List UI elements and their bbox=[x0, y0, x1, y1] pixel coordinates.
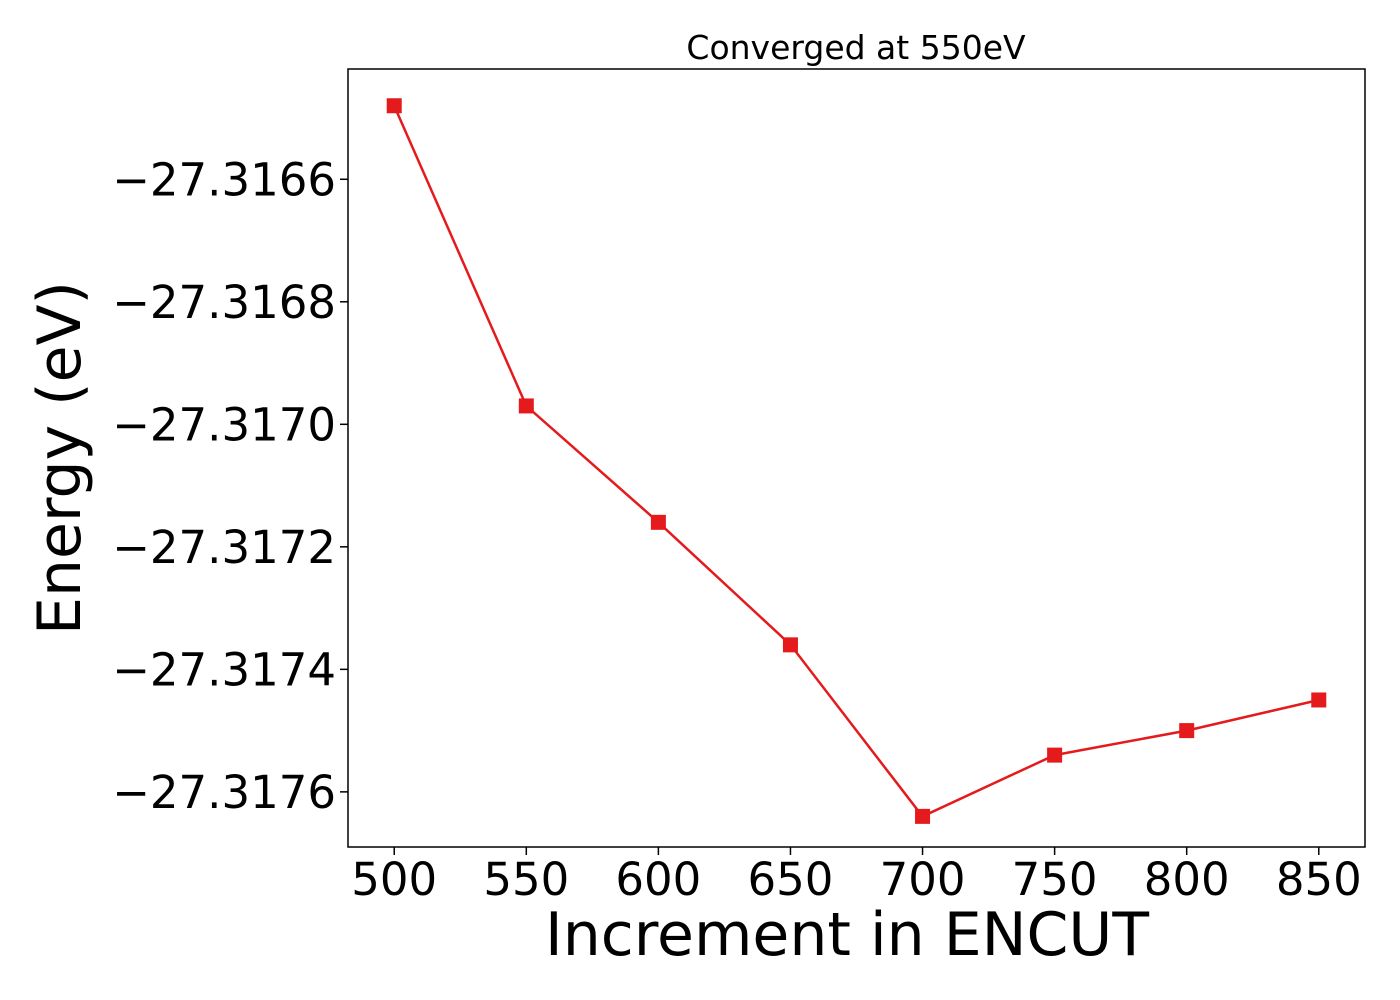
x-tick-label: 500 bbox=[351, 853, 437, 906]
x-axis-label: Increment in ENCUT bbox=[545, 900, 1149, 970]
data-point-marker bbox=[386, 98, 402, 114]
x-tick-label: 550 bbox=[483, 853, 569, 906]
y-tick-label: −27.3168 bbox=[112, 276, 336, 329]
series-line bbox=[393, 105, 1320, 818]
x-tick-label: 850 bbox=[1276, 853, 1362, 906]
x-tick-label: 800 bbox=[1144, 853, 1230, 906]
data-point-marker bbox=[518, 398, 534, 414]
x-tick-label: 600 bbox=[615, 853, 701, 906]
plot-area-frame bbox=[347, 68, 1366, 848]
y-tick-label: −27.3174 bbox=[112, 643, 336, 696]
y-tick-label: −27.3170 bbox=[112, 398, 336, 451]
data-point-marker bbox=[782, 637, 798, 653]
data-point-marker bbox=[650, 514, 666, 530]
data-point-marker bbox=[1179, 723, 1195, 739]
series-energy bbox=[386, 98, 1327, 824]
data-point-marker bbox=[915, 808, 931, 824]
chart-title: Converged at 550eV bbox=[686, 28, 1026, 67]
data-point-marker bbox=[1311, 692, 1327, 708]
y-tick-label: −27.3172 bbox=[112, 521, 336, 574]
x-tick-label: 650 bbox=[748, 853, 834, 906]
data-point-marker bbox=[1047, 747, 1063, 763]
x-axis: 500 550 600 650 700 750 800 850 bbox=[351, 847, 1362, 906]
x-tick-label: 700 bbox=[880, 853, 966, 906]
x-tick-label: 750 bbox=[1012, 853, 1098, 906]
y-tick-label: −27.3176 bbox=[112, 766, 336, 819]
y-axis-label: Energy (eV) bbox=[25, 281, 95, 635]
y-tick-label: −27.3166 bbox=[112, 153, 336, 206]
y-axis: −27.3166 −27.3168 −27.3170 −27.3172 −27.3174… bbox=[112, 153, 348, 819]
